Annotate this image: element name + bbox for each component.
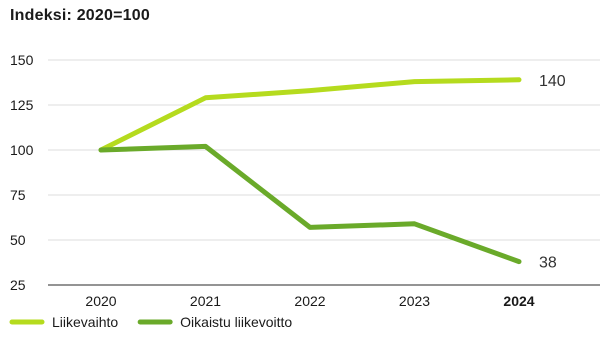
y-tick-label: 50 [10,232,26,248]
chart-title: Indeksi: 2020=100 [10,7,150,24]
y-tick-label: 75 [10,187,26,203]
x-tick-label: 2023 [399,293,430,309]
series-line-2 [98,143,522,265]
x-tick-label: 2024 [503,293,534,309]
x-tick-label: 2021 [190,293,221,309]
y-tick-label: 100 [10,142,34,158]
legend-label: Liikevaihto [52,314,118,330]
legend-label: Oikaistu liikevoitto [180,314,292,330]
x-tick-label: 2022 [294,293,325,309]
y-tick-label: 150 [10,52,34,68]
series-end-label: 140 [539,73,566,90]
y-tick-label: 125 [10,97,34,113]
series-end-label: 38 [539,255,557,272]
x-tick-label: 2020 [85,293,116,309]
y-tick-label: 25 [10,277,26,293]
series-line-1 [98,77,522,153]
